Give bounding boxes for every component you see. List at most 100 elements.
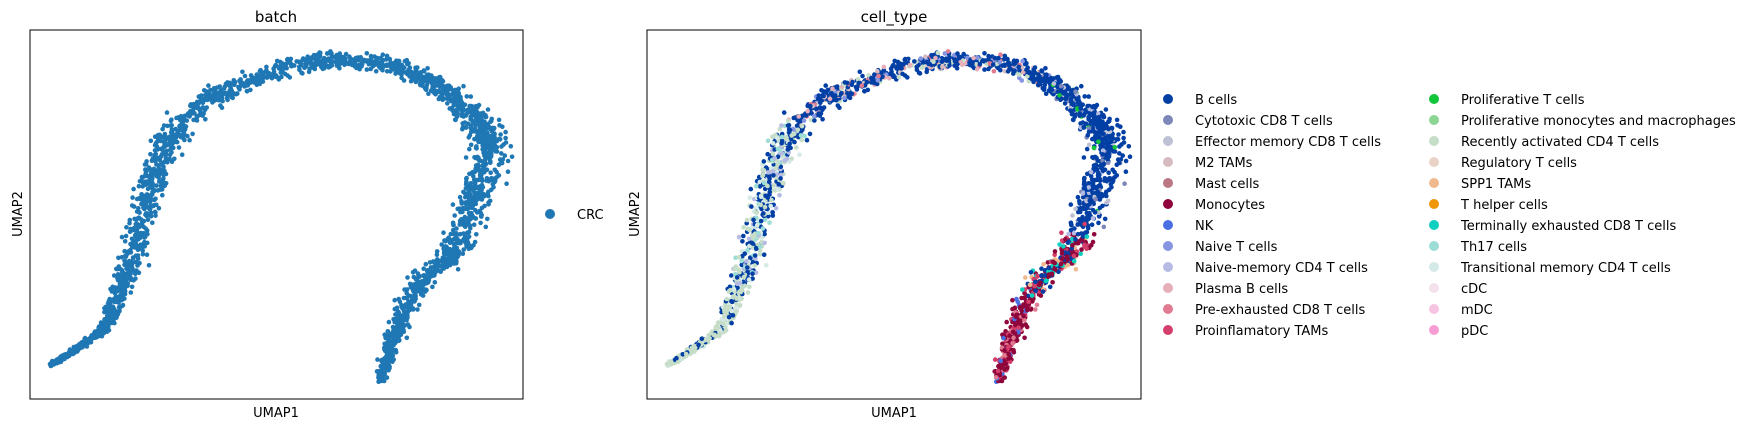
scatter-point (900, 71, 905, 77)
scatter-point (1084, 146, 1090, 152)
scatter-point (468, 142, 474, 148)
scatter-point (474, 210, 480, 215)
scatter-point (1086, 185, 1091, 190)
scatter-point (408, 299, 414, 305)
scatter-point (493, 149, 498, 154)
scatter-point (785, 118, 791, 124)
scatter-point (425, 66, 430, 71)
scatter-point (199, 111, 204, 116)
scatter-point (958, 60, 963, 65)
scatter-point (1014, 296, 1019, 302)
scatter-point (699, 336, 705, 342)
scatter-point (856, 80, 861, 86)
scatter-point (986, 53, 991, 59)
scatter-point (799, 137, 804, 143)
scatter-point (119, 268, 125, 273)
scatter-point (140, 252, 146, 257)
scatter-point (1102, 216, 1108, 222)
scatter-point (1049, 271, 1055, 277)
scatter-point (421, 69, 427, 74)
scatter-point (1103, 135, 1108, 141)
scatter-point (478, 139, 483, 145)
scatter-point (340, 54, 346, 60)
scatter-point (802, 133, 807, 139)
scatter-point (155, 156, 160, 161)
scatter-point (777, 147, 783, 153)
scatter-point (1097, 195, 1103, 201)
scatter-point (215, 93, 221, 98)
cell-type-points (664, 49, 1133, 385)
scatter-point (242, 73, 248, 79)
scatter-point (274, 58, 280, 64)
scatter-point (463, 181, 469, 187)
scatter-point (119, 234, 125, 240)
scatter-point (779, 134, 785, 140)
scatter-point (375, 55, 380, 61)
scatter-point (1091, 110, 1097, 115)
scatter-point (999, 378, 1005, 384)
scatter-point (1073, 237, 1078, 242)
scatter-point (430, 76, 435, 82)
scatter-point (776, 182, 781, 187)
scatter-point (455, 206, 461, 212)
scatter-point (473, 166, 479, 171)
scatter-point (821, 105, 827, 110)
scatter-point (117, 305, 122, 311)
scatter-point (464, 221, 470, 227)
scatter-point (450, 202, 456, 207)
scatter-point (484, 121, 489, 127)
scatter-point (508, 144, 514, 149)
scatter-point (502, 153, 508, 158)
scatter-point (982, 67, 987, 72)
scatter-point (1000, 365, 1005, 370)
scatter-point (151, 197, 157, 203)
scatter-point (736, 268, 742, 273)
scatter-point (823, 83, 828, 88)
scatter-point (458, 209, 463, 215)
scatter-point (415, 279, 420, 285)
scatter-point (385, 329, 391, 334)
scatter-point (1085, 103, 1090, 109)
scatter-point (855, 84, 860, 90)
scatter-point (447, 262, 453, 268)
scatter-point (1024, 67, 1029, 73)
scatter-point (741, 274, 747, 280)
scatter-point (1084, 234, 1090, 239)
scatter-point (194, 118, 200, 123)
scatter-point (125, 251, 130, 256)
scatter-point (136, 183, 142, 189)
scatter-point (738, 289, 744, 295)
scatter-point (422, 78, 427, 83)
scatter-point (1033, 279, 1038, 285)
scatter-point (755, 230, 761, 236)
scatter-point (762, 240, 767, 246)
scatter-point (122, 262, 127, 268)
scatter-point (128, 226, 133, 232)
scatter-point (302, 65, 307, 70)
scatter-point (812, 113, 817, 119)
scatter-point (199, 93, 204, 98)
scatter-point (1090, 239, 1096, 245)
scatter-point (1056, 77, 1061, 82)
scatter-point (459, 199, 464, 204)
batch-ylabel: UMAP2 (11, 191, 26, 237)
scatter-point (489, 175, 494, 181)
scatter-point (750, 276, 755, 281)
scatter-point (773, 205, 779, 211)
scatter-point (478, 220, 483, 226)
scatter-point (227, 80, 233, 86)
scatter-point (488, 170, 494, 175)
scatter-point (300, 71, 305, 76)
batch-panel: batch UMAP1 UMAP2 CRC (11, 8, 604, 421)
scatter-point (134, 217, 139, 223)
scatter-point (794, 123, 800, 129)
scatter-point (1082, 175, 1087, 181)
scatter-point (113, 294, 119, 299)
scatter-point (477, 111, 483, 116)
scatter-point (919, 65, 925, 70)
scatter-point (805, 108, 810, 114)
scatter-point (769, 197, 774, 203)
scatter-point (472, 126, 478, 131)
scatter-point (935, 50, 941, 56)
scatter-point (152, 134, 158, 139)
